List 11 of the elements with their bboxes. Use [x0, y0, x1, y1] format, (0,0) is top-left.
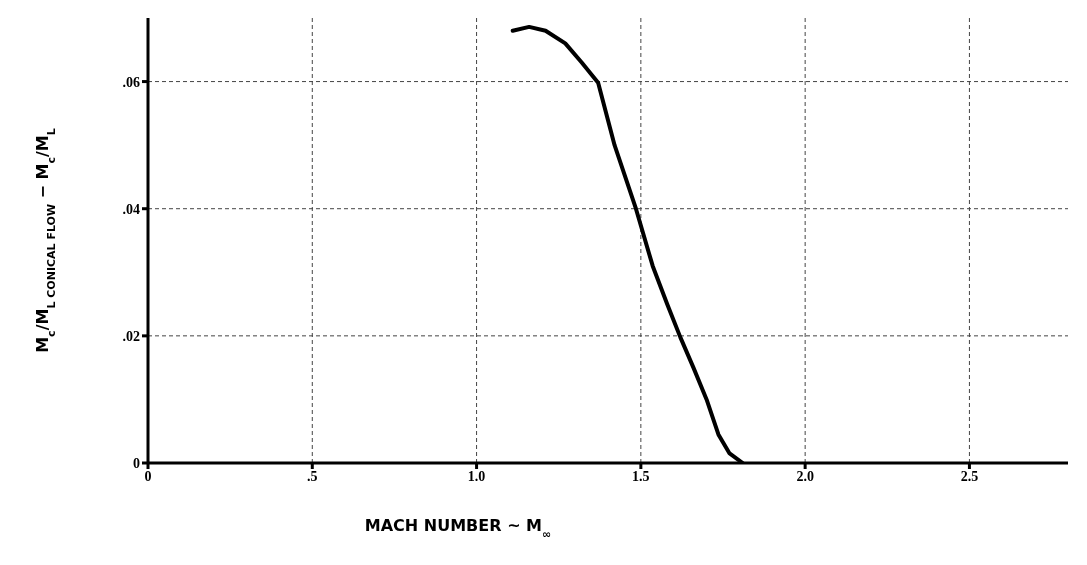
y-tick-label: .02 [122, 328, 140, 344]
x-tick-label: .5 [307, 468, 318, 484]
x-tick-label: 2.0 [796, 468, 814, 484]
x-tick-label: 1.0 [467, 468, 486, 484]
y-tick-label: 0 [133, 455, 140, 471]
x-tick-label: 2.5 [960, 468, 979, 484]
x-axis-title: MACH NUMBER ~ M$_{∞}$ [364, 516, 552, 541]
x-tick-label: 0 [144, 468, 152, 484]
x-tick-label: 1.5 [632, 468, 650, 484]
y-tick-label: .04 [122, 201, 140, 217]
y-tick-label: .06 [122, 74, 140, 90]
